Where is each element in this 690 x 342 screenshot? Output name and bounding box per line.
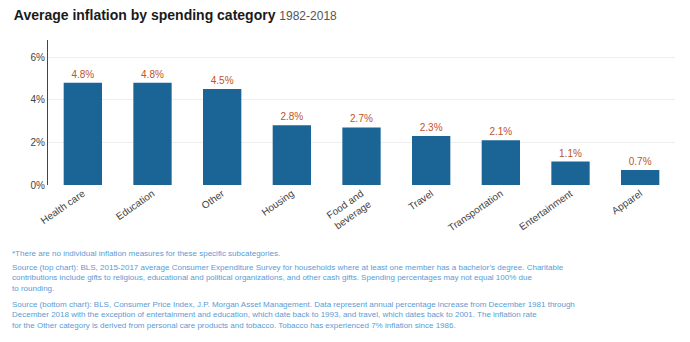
svg-text:4%: 4%: [31, 94, 46, 105]
svg-text:Transportation: Transportation: [446, 188, 505, 234]
svg-text:Apparel: Apparel: [610, 188, 645, 217]
svg-text:2.7%: 2.7%: [350, 113, 373, 124]
svg-text:*There are no individual infla: *There are no individual inflation measu…: [12, 249, 280, 258]
svg-text:0%: 0%: [31, 180, 46, 191]
svg-text:Travel: Travel: [406, 188, 435, 213]
svg-text:2.1%: 2.1%: [489, 126, 512, 137]
svg-text:Source (top chart): BLS, 2015-: Source (top chart): BLS, 2015-2017 avera…: [12, 263, 564, 293]
svg-text:6%: 6%: [31, 52, 46, 63]
svg-text:Source (bottom chart): BLS, Co: Source (bottom chart): BLS, Consumer Pri…: [12, 300, 575, 330]
svg-text:4.5%: 4.5%: [211, 75, 234, 86]
svg-text:Housing: Housing: [259, 188, 295, 218]
svg-text:Food andbeverage: Food andbeverage: [325, 187, 374, 231]
svg-text:4.8%: 4.8%: [141, 69, 164, 80]
svg-text:4.8%: 4.8%: [71, 69, 94, 80]
svg-text:Health care: Health care: [39, 187, 88, 226]
svg-text:2%: 2%: [31, 137, 46, 148]
svg-text:Average inflation by spending: Average inflation by spending category 1…: [14, 7, 337, 23]
svg-text:2.8%: 2.8%: [280, 111, 303, 122]
svg-text:1.1%: 1.1%: [559, 148, 582, 159]
svg-text:0.7%: 0.7%: [629, 156, 652, 167]
svg-text:Other: Other: [199, 187, 226, 211]
svg-text:Entertainment: Entertainment: [517, 188, 574, 233]
svg-text:Education: Education: [114, 188, 157, 223]
svg-text:2.3%: 2.3%: [420, 122, 443, 133]
